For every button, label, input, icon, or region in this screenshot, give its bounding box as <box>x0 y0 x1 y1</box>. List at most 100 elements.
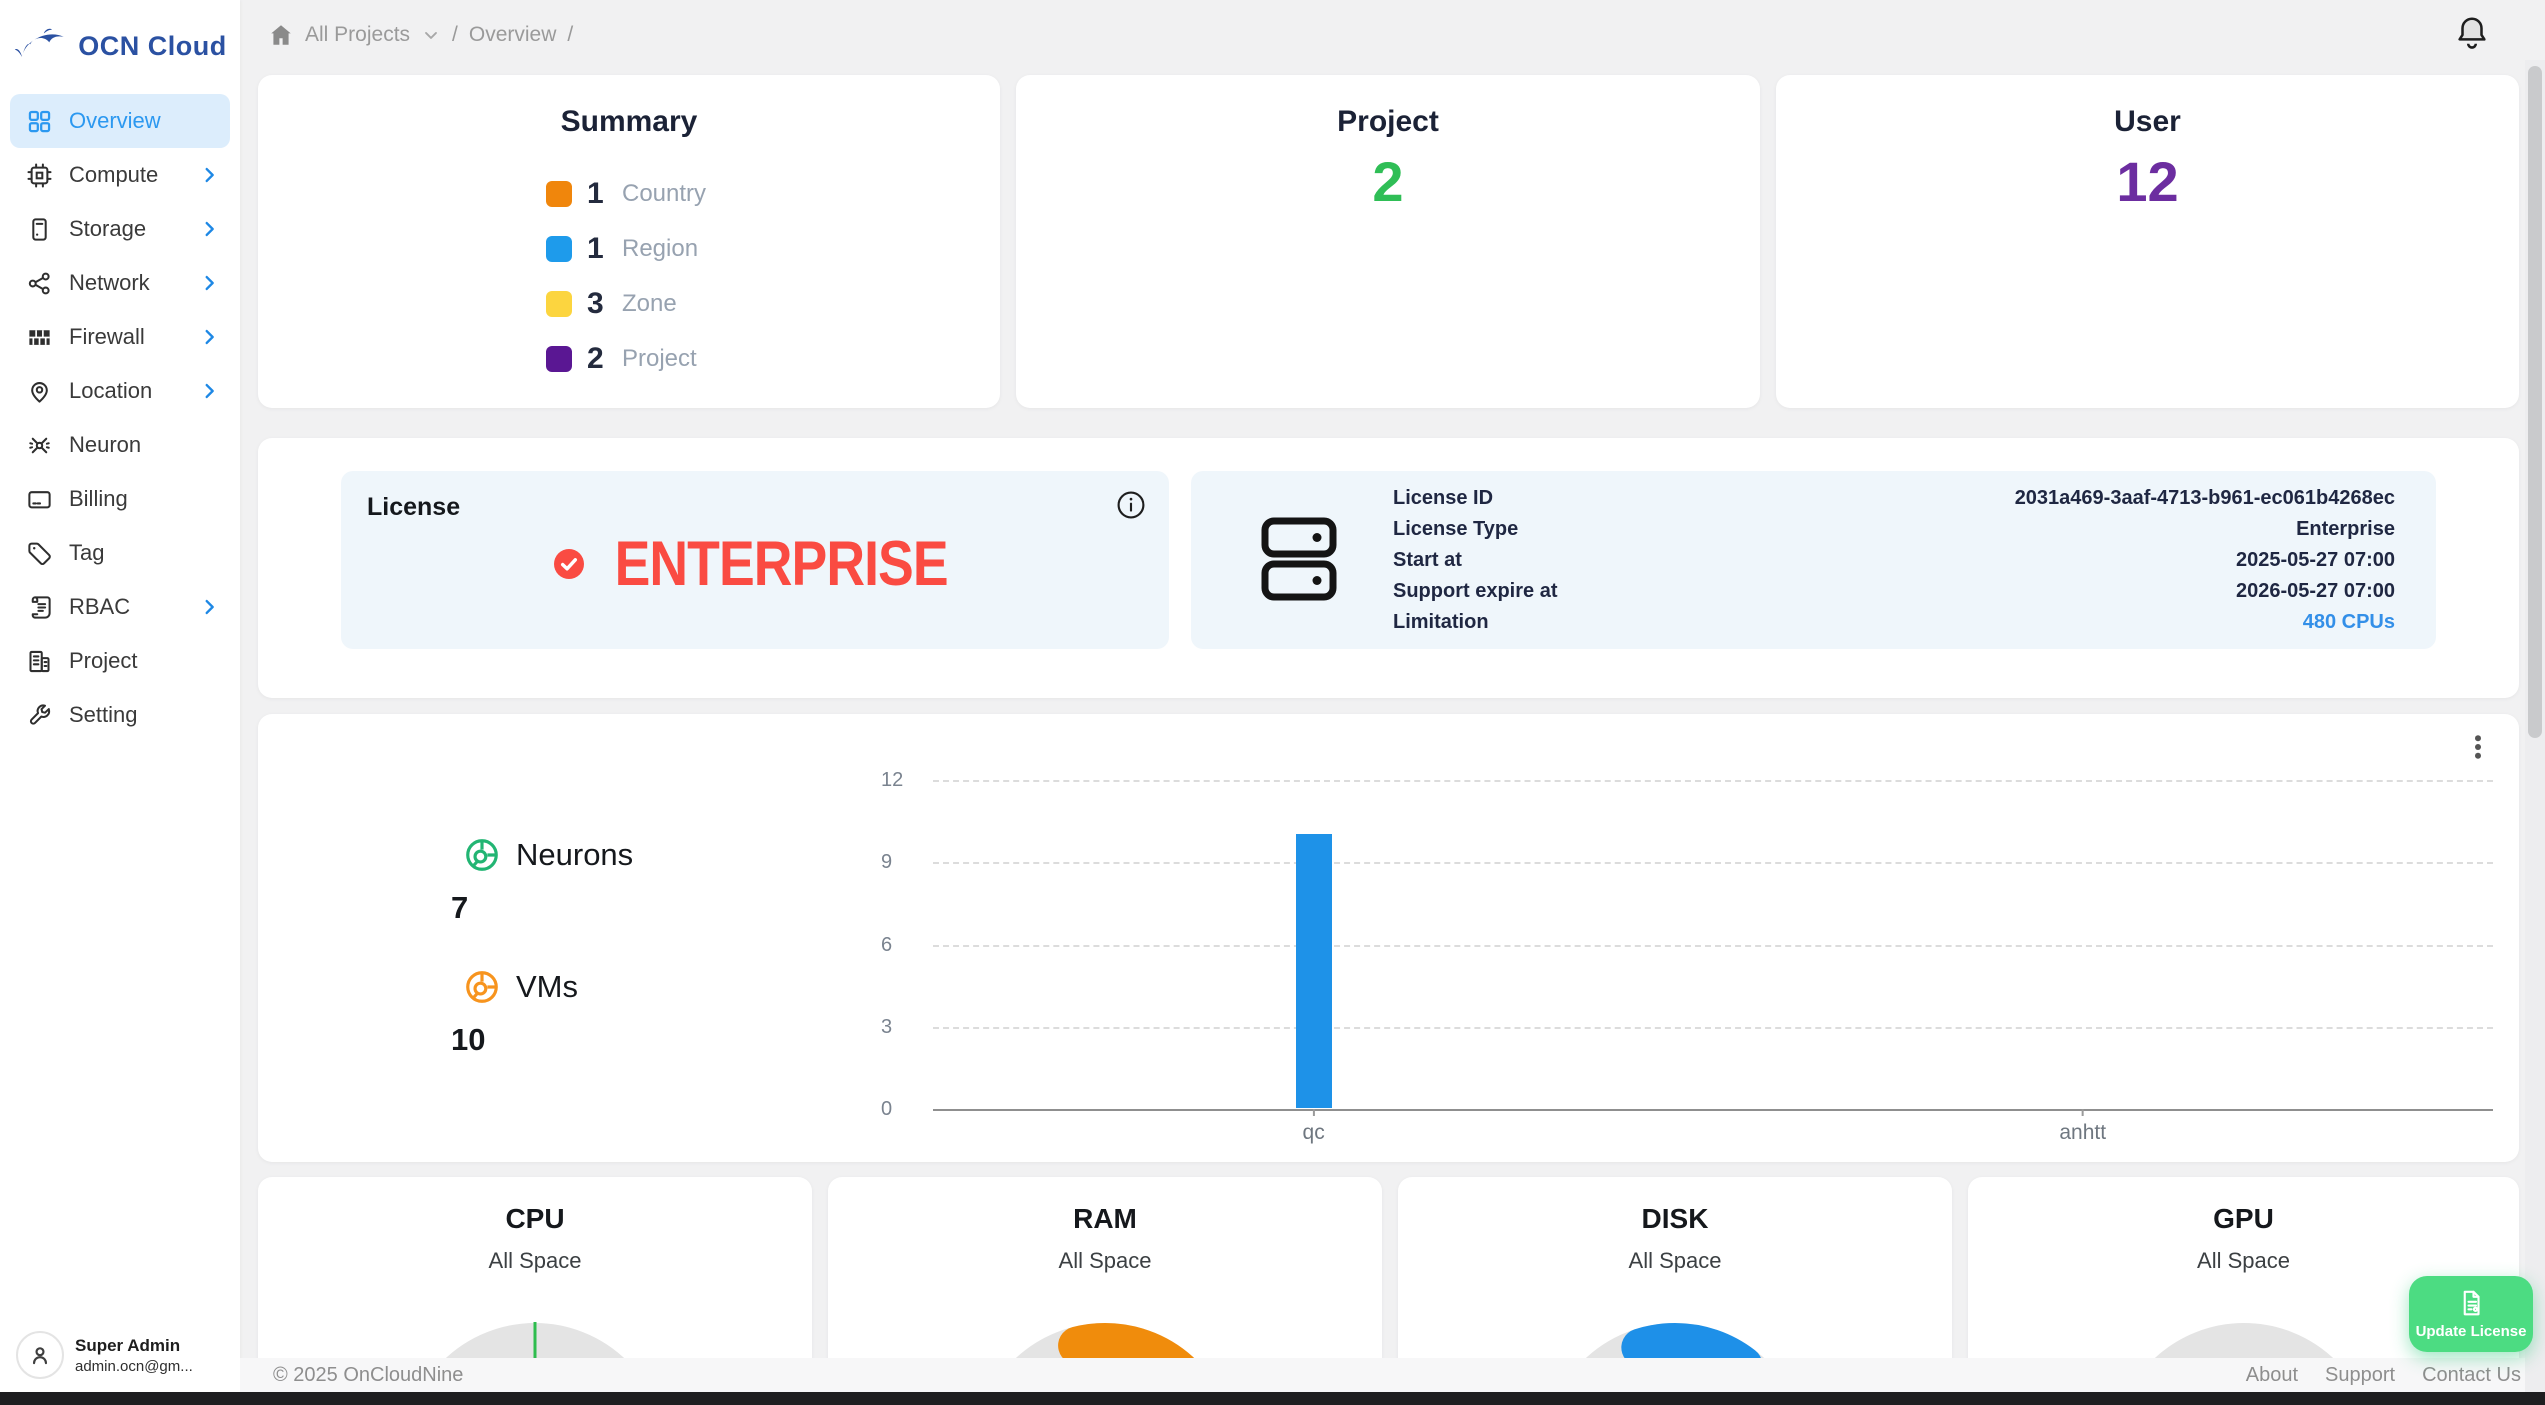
legend-label: Project <box>622 345 697 372</box>
license-detail-label: License ID <box>1393 486 1494 509</box>
avatar <box>16 1331 64 1379</box>
legend-item-zone: 3 Zone <box>546 287 1000 321</box>
sidebar-item-label: Neuron <box>69 432 142 457</box>
sidebar-item-network[interactable]: Network <box>10 256 230 310</box>
license-limitation-link[interactable]: 480 CPUs <box>2302 610 2395 633</box>
license-detail-row: Support expire at 2026-05-27 07:00 <box>1393 580 2395 603</box>
sidebar-item-label: Project <box>69 648 138 673</box>
scrollbar-thumb[interactable] <box>2528 66 2542 738</box>
user-panel[interactable]: Super Admin admin.ocn@gm... <box>16 1331 193 1379</box>
sidebar-item-tag[interactable]: Tag <box>10 526 230 580</box>
license-details-card: License ID 2031a469-3aaf-4713-b961-ec061… <box>1191 471 2436 649</box>
notifications-bell-icon[interactable] <box>2453 12 2491 59</box>
share-network-icon <box>26 270 53 297</box>
bar-chart: 12 9 6 3 0 qc anhtt <box>881 769 2493 1144</box>
legend-swatch-country <box>546 181 572 207</box>
legend-label: Zone <box>622 290 677 317</box>
brand-logo[interactable]: OCN Cloud <box>0 0 240 92</box>
sidebar-item-storage[interactable]: Storage <box>10 202 230 256</box>
sidebar-item-project[interactable]: Project <box>10 634 230 688</box>
legend-count: 1 <box>587 232 604 265</box>
disk-title: DISK <box>1641 1203 1709 1234</box>
update-license-button[interactable]: Update License <box>2409 1276 2533 1352</box>
sidebar-item-setting[interactable]: Setting <box>10 688 230 742</box>
scroll-icon <box>26 594 53 621</box>
summary-title: Summary <box>560 105 698 138</box>
user-stat-card: User 12 <box>1776 75 2519 408</box>
project-stat-title: Project <box>1337 105 1439 138</box>
wrench-icon <box>26 702 53 729</box>
cpu-icon <box>26 162 53 189</box>
gpu-title: GPU <box>2213 1203 2274 1234</box>
scrollbar-track[interactable] <box>2525 60 2545 1392</box>
sidebar-item-label: Overview <box>69 108 161 133</box>
user-email: admin.ocn@gm... <box>75 1357 193 1375</box>
home-icon <box>271 25 291 45</box>
building-icon <box>26 648 53 675</box>
x-tick <box>1312 1109 1315 1116</box>
sidebar-item-firewall[interactable]: Firewall <box>10 310 230 364</box>
summary-card: Summary 1 Country 1 Region 3 Zone 2 Proj… <box>258 75 1000 408</box>
license-tier-value: ENTERPRISE <box>615 528 949 600</box>
sidebar-item-label: Compute <box>69 162 159 187</box>
sidebar-item-compute[interactable]: Compute <box>10 148 230 202</box>
vms-metric: VMs <box>463 968 633 1006</box>
chevron-right-icon <box>198 380 220 402</box>
x-tick <box>2081 1109 2084 1116</box>
sidebar-item-billing[interactable]: Billing <box>10 472 230 526</box>
y-tick-label: 12 <box>881 769 904 791</box>
user-stat-title: User <box>2114 105 2181 138</box>
sidebar-item-overview[interactable]: Overview <box>10 94 230 148</box>
info-icon[interactable] <box>1115 489 1147 526</box>
sidebar: OCN Cloud Overview Compute Storage Netwo… <box>0 0 240 1405</box>
sidebar-item-location[interactable]: Location <box>10 364 230 418</box>
y-tick-label: 3 <box>881 1015 893 1038</box>
breadcrumb-overview[interactable]: Overview <box>468 23 557 46</box>
footer-link-about[interactable]: About <box>2245 1363 2298 1386</box>
kebab-menu-icon[interactable] <box>2463 730 2493 769</box>
user-name: Super Admin <box>75 1335 181 1355</box>
sidebar-item-label: Firewall <box>69 324 145 349</box>
license-tier-block: ENTERPRISE <box>341 471 1169 649</box>
bottom-dark-strip <box>0 1392 2545 1405</box>
vms-donut-icon <box>466 971 498 1003</box>
bar-qc[interactable] <box>1295 834 1332 1108</box>
breadcrumb-all-projects[interactable]: All Projects <box>305 23 411 46</box>
license-detail-label: License Type <box>1393 517 1519 540</box>
neurons-vms-chart-card: Neurons 7 VMs 10 12 9 6 3 0 qc anhtt <box>258 714 2519 1162</box>
sidebar-item-neuron[interactable]: Neuron <box>10 418 230 472</box>
license-detail-label: Limitation <box>1393 610 1489 633</box>
license-detail-value: 2025-05-27 07:00 <box>2235 548 2395 571</box>
legend-swatch-project <box>546 346 572 372</box>
user-stat-value: 12 <box>2116 150 2179 213</box>
footer-link-support[interactable]: Support <box>2325 1363 2396 1386</box>
legend-count: 1 <box>587 177 604 210</box>
legend-label: Region <box>622 235 699 262</box>
legend-label: Country <box>622 180 707 207</box>
license-detail-row: License ID 2031a469-3aaf-4713-b961-ec061… <box>1393 487 2395 510</box>
breadcrumb-separator: / <box>567 23 574 46</box>
license-detail-row: License Type Enterprise <box>1393 518 2395 541</box>
project-stat-value: 2 <box>1372 150 1404 213</box>
legend-item-project: 2 Project <box>546 342 1000 376</box>
license-detail-label: Support expire at <box>1393 579 1558 602</box>
chevron-right-icon <box>198 218 220 240</box>
legend-count: 3 <box>587 287 604 320</box>
cpu-title: CPU <box>505 1203 565 1234</box>
license-section: License ENTERPRISE License ID 2031a469-3… <box>258 438 2519 698</box>
gridline: 12 <box>881 769 2493 791</box>
footer-link-contact-us[interactable]: Contact Us <box>2422 1363 2521 1386</box>
neurons-donut-icon <box>466 839 498 871</box>
credit-card-icon <box>26 486 53 513</box>
license-detail-value: 2031a469-3aaf-4713-b961-ec061b4268ec <box>2014 486 2395 509</box>
chevron-down-icon[interactable] <box>421 25 441 45</box>
license-detail-row: Limitation 480 CPUs <box>1393 611 2395 634</box>
tag-icon <box>26 540 53 567</box>
neuron-icon <box>26 432 53 459</box>
y-tick-label: 9 <box>881 851 893 874</box>
x-axis-line: 0 <box>881 1098 2493 1120</box>
cpu-subtitle: All Space <box>488 1248 582 1273</box>
sidebar-item-rbac[interactable]: RBAC <box>10 580 230 634</box>
license-tier-card: License ENTERPRISE <box>341 471 1169 649</box>
